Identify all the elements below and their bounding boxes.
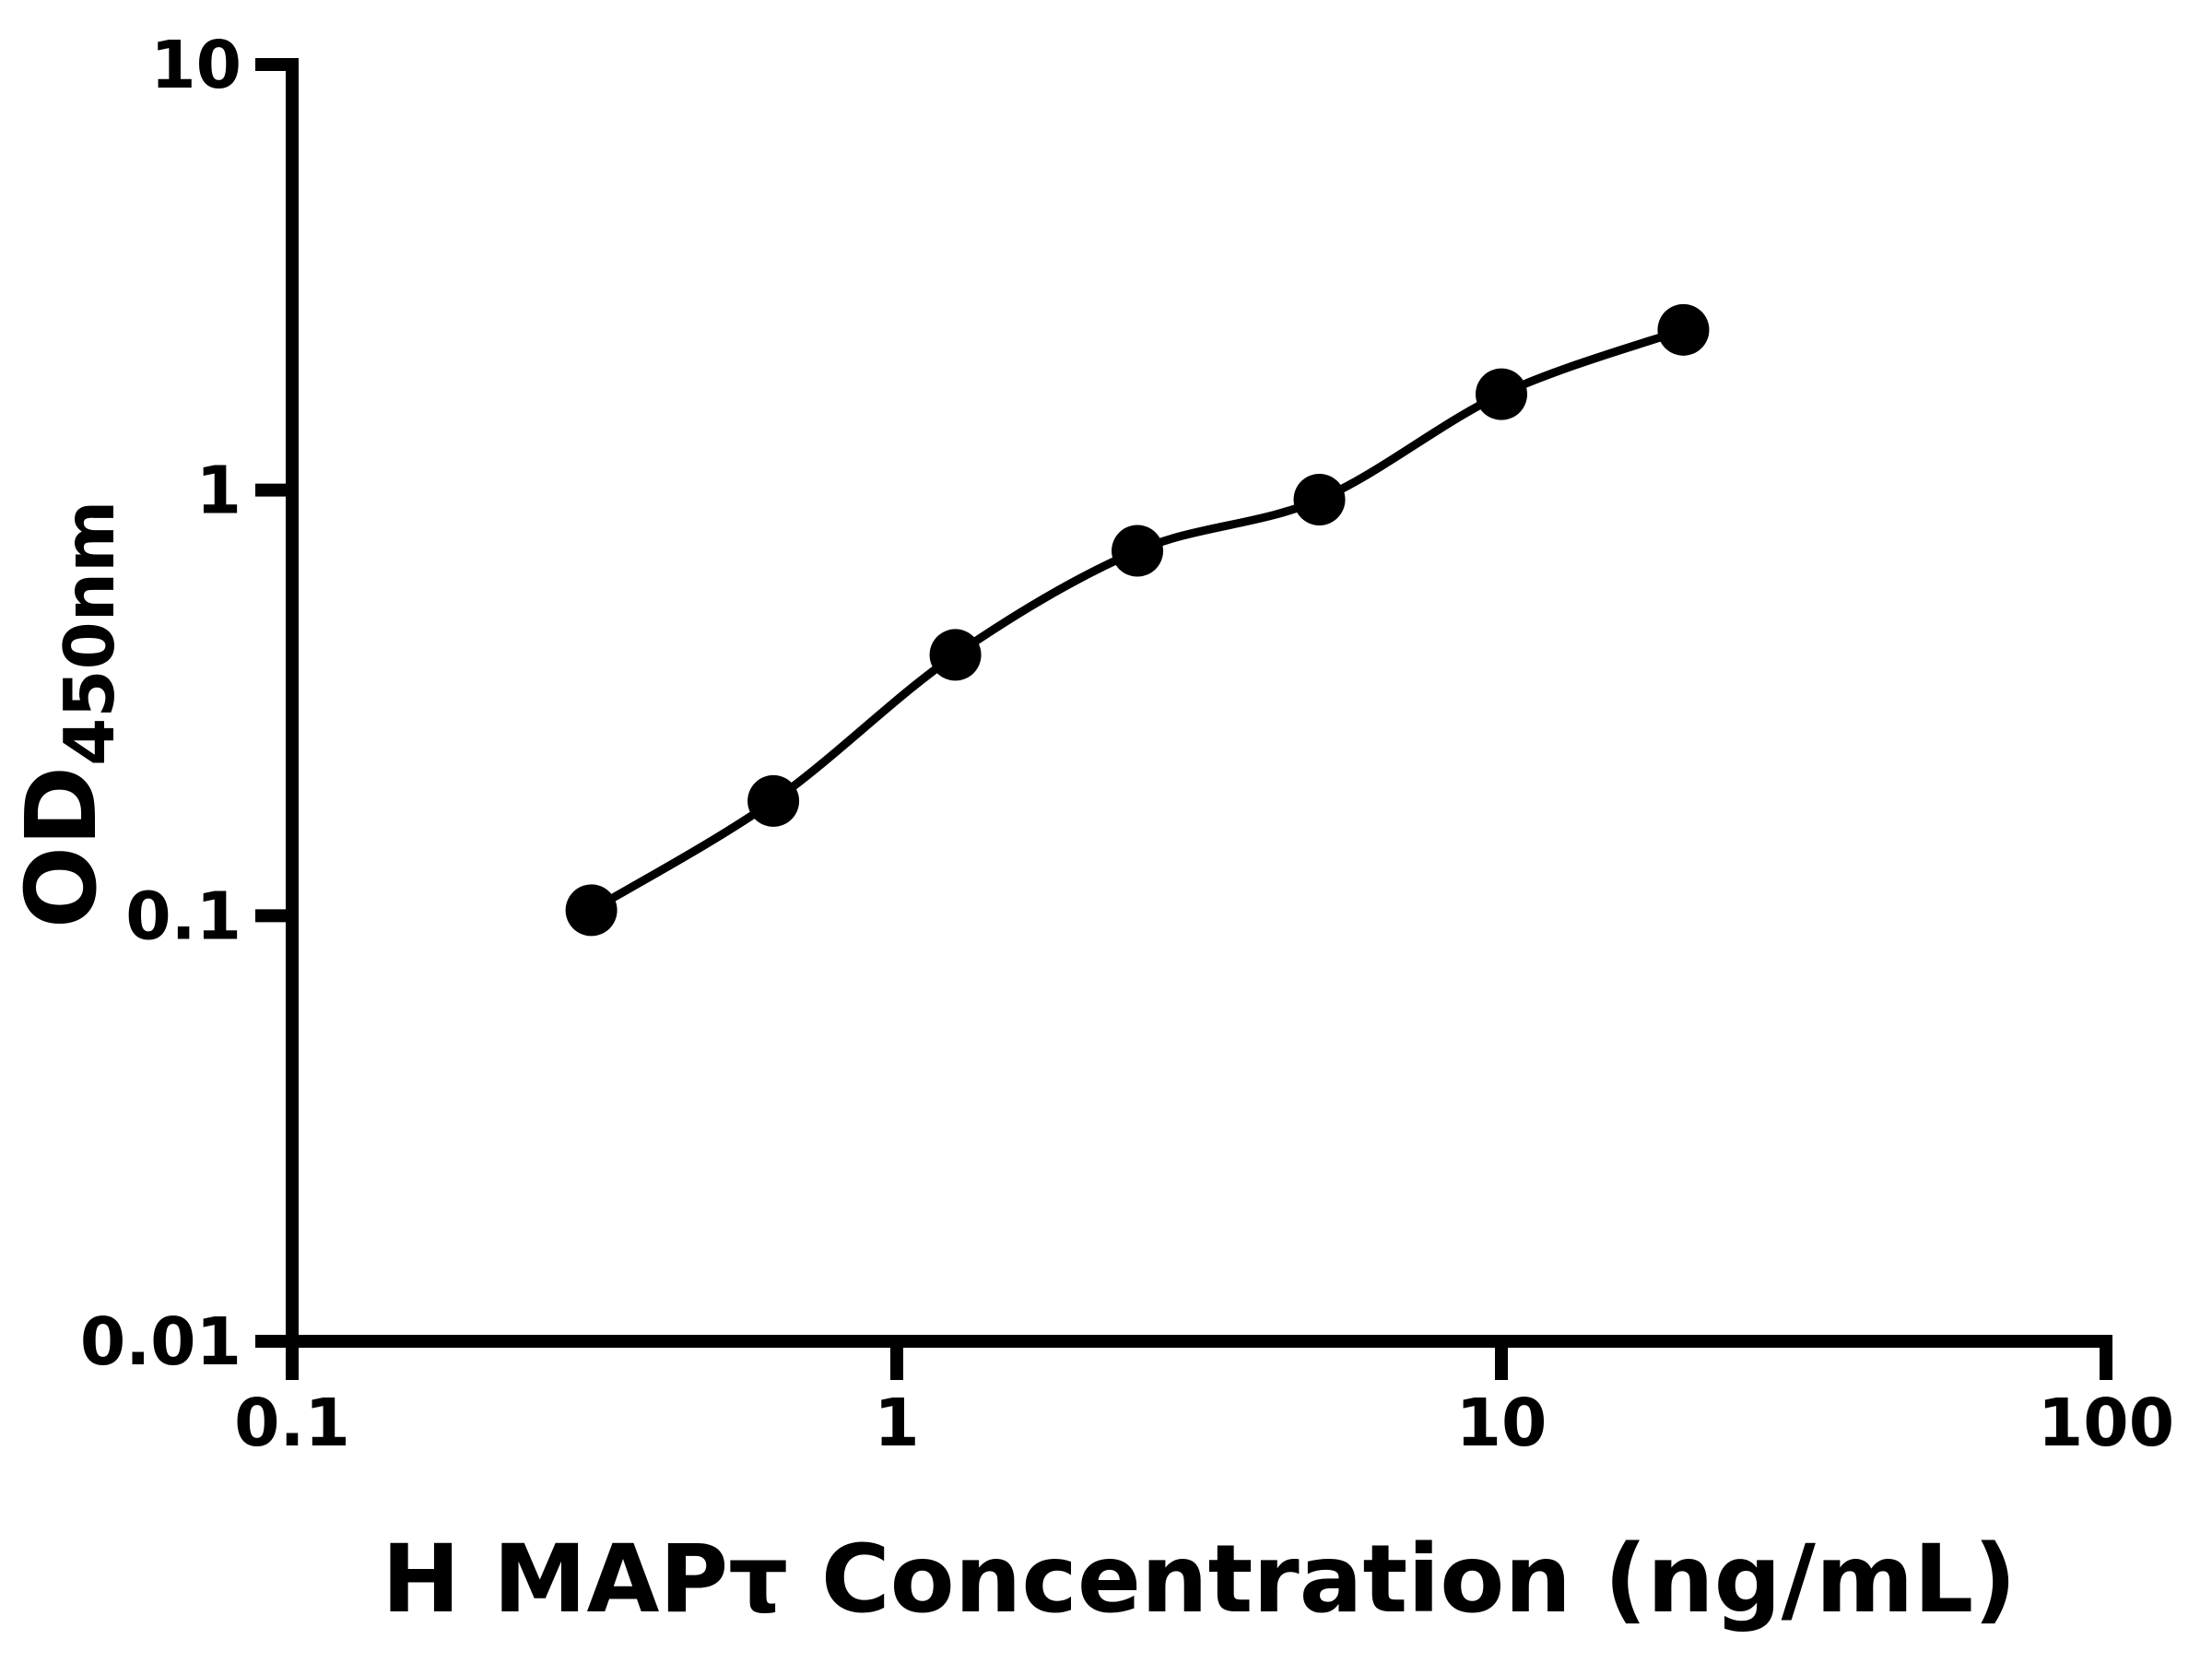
data-point [1657, 303, 1710, 356]
data-point [565, 884, 618, 937]
y-tick-label: 0.1 [125, 878, 241, 954]
x-tick-label: 100 [2038, 1385, 2174, 1461]
tick-marks [255, 58, 2112, 1380]
fit-curve-line [589, 325, 1685, 914]
y-axis-title: OD450nm [6, 501, 130, 929]
y-axis-title-subscript: 450nm [49, 501, 130, 766]
y-tick-label: 10 [150, 27, 241, 103]
data-point [1293, 473, 1346, 525]
data-point [929, 629, 982, 681]
data-point [1476, 368, 1527, 420]
y-tick-label: 0.01 [80, 1303, 241, 1380]
y-axis-title-main: OD [6, 766, 118, 928]
y-tick-label: 1 [196, 453, 241, 529]
x-tick-label: 0.1 [234, 1385, 350, 1461]
x-tick-label: 1 [874, 1385, 919, 1461]
axes [286, 58, 2112, 1380]
x-tick-label: 10 [1456, 1385, 1547, 1461]
data-point [1112, 525, 1164, 577]
data-point [747, 774, 800, 827]
series-layer [565, 303, 1710, 937]
x-axis-title: H MAPτ Concentration (ng/mL) [382, 1525, 2017, 1634]
